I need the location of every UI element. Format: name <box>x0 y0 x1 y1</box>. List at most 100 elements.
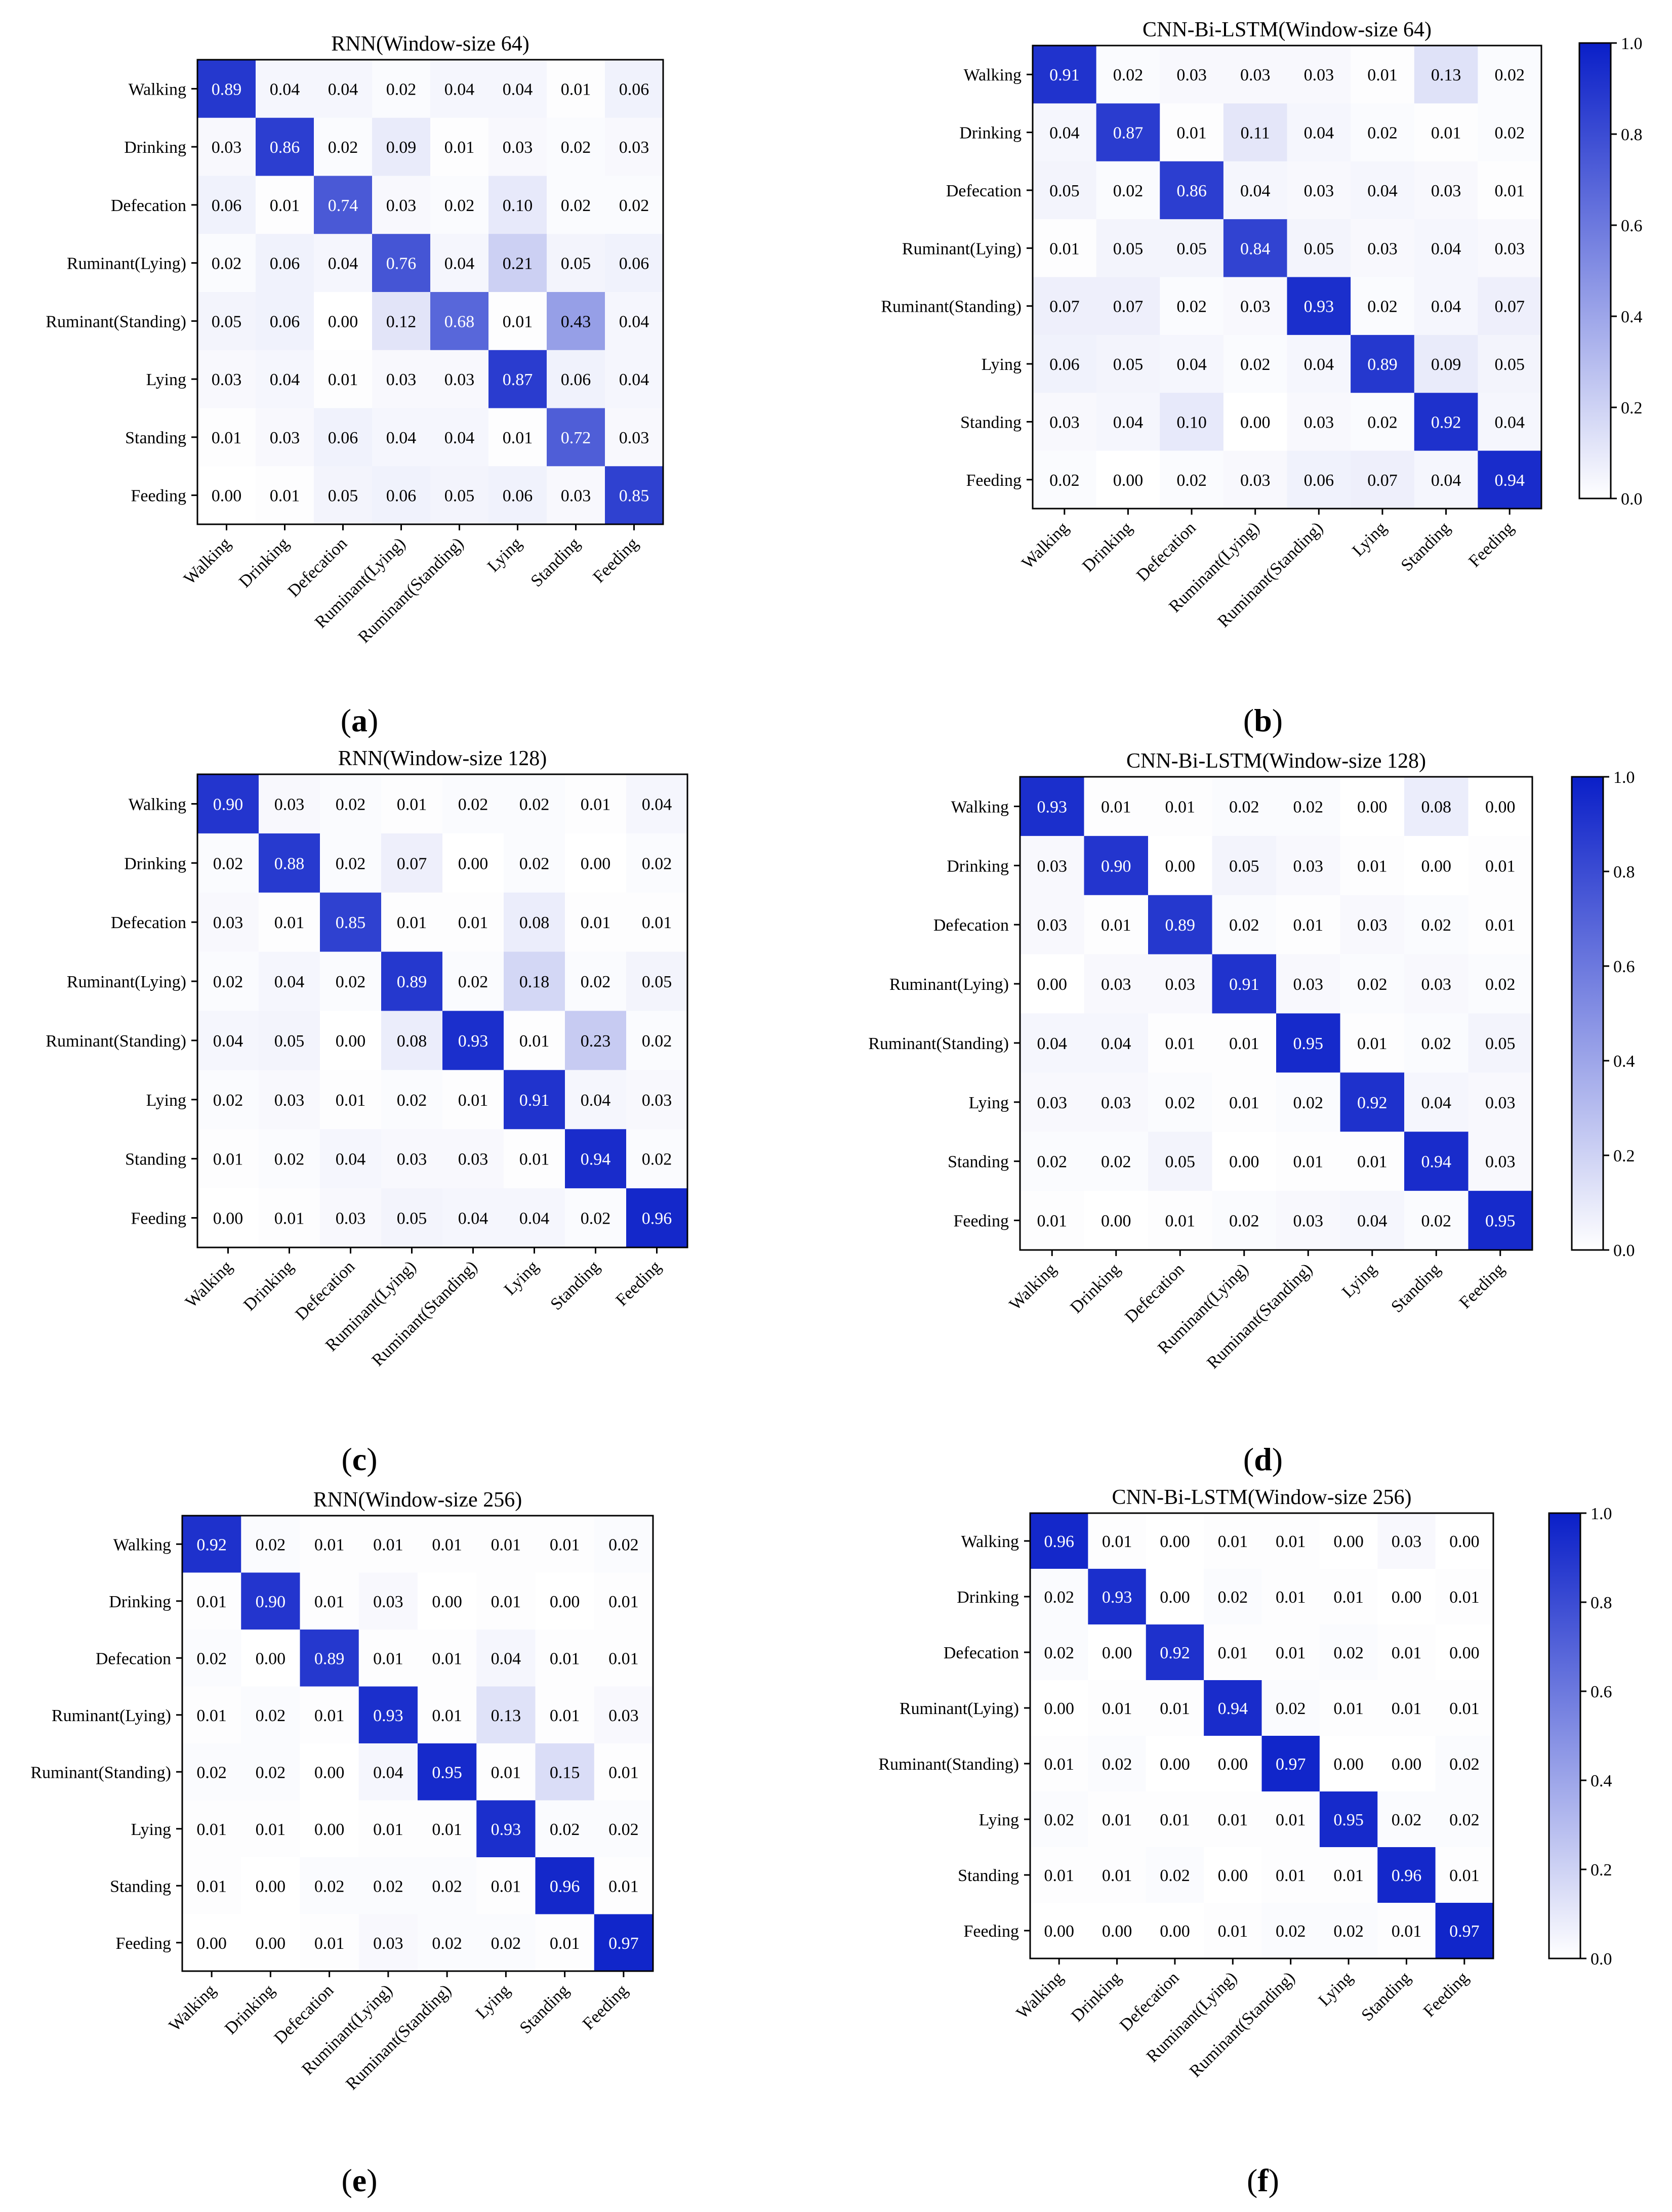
y-tick-label: Lying <box>146 370 186 389</box>
cell-value-label: 0.04 <box>1240 182 1271 200</box>
cell-value-label: 0.00 <box>458 854 488 873</box>
cell-value-label: 0.01 <box>314 1593 345 1611</box>
heatmap-cell <box>535 1516 595 1573</box>
cell-value-label: 0.01 <box>608 1763 639 1782</box>
heatmap-cell <box>1414 335 1478 393</box>
chart-title-f: CNN-Bi-LSTM(Window-size 256) <box>1112 1486 1411 1509</box>
cell-value-label: 0.02 <box>1449 1811 1480 1829</box>
cell-value-label: 0.93 <box>1102 1588 1132 1607</box>
heatmap-cell <box>241 1516 300 1573</box>
heatmap-frame <box>1032 45 1542 510</box>
y-tick-label: Walking <box>129 80 186 99</box>
heatmap-cell <box>358 1800 418 1858</box>
cell-value-label: 0.01 <box>1101 916 1131 935</box>
heatmap-cell <box>300 1572 359 1630</box>
heatmap-cell <box>1319 1513 1378 1569</box>
heatmap-cell <box>565 892 627 952</box>
y-tick-label: Ruminant(Lying) <box>900 1699 1019 1718</box>
heatmap-cell <box>535 1630 595 1687</box>
heatmap-cell <box>1212 1191 1277 1250</box>
cell-value-label: 0.02 <box>1276 1699 1306 1718</box>
heatmap-cell <box>1468 1013 1533 1073</box>
cell-value-label: 0.76 <box>386 255 417 273</box>
heatmap-cell <box>535 1800 595 1858</box>
heatmap-cell <box>358 1572 418 1630</box>
heatmap-cell <box>300 1630 359 1687</box>
cell-value-label: 0.01 <box>1276 1532 1306 1551</box>
heatmap-cell <box>256 117 314 176</box>
cell-value-label: 0.00 <box>550 1593 580 1611</box>
cell-value-label: 0.03 <box>1304 413 1334 432</box>
cell-value-label: 0.02 <box>1367 298 1398 316</box>
heatmap-cell <box>1261 1903 1320 1959</box>
cell-value-label: 0.01 <box>519 1032 550 1051</box>
cell-value-label: 0.03 <box>1485 1094 1516 1112</box>
cell-value-label: 0.05 <box>1304 239 1334 258</box>
cell-value-label: 0.04 <box>1176 355 1207 374</box>
cell-value-label: 0.89 <box>397 973 427 991</box>
cell-value-label: 0.04 <box>270 80 300 99</box>
cell-value-label: 0.91 <box>1229 975 1259 994</box>
cell-value-label: 0.23 <box>581 1032 611 1051</box>
cell-value-label: 0.02 <box>642 1032 672 1051</box>
cell-value-label: 0.02 <box>642 854 672 873</box>
cell-value-label: 0.00 <box>1113 471 1144 490</box>
colorbar-tick-label: 0.4 <box>1621 308 1643 326</box>
heatmap-cell <box>1261 1624 1320 1681</box>
cell-value-label: 0.02 <box>1494 124 1525 143</box>
heatmap-cell <box>1204 1791 1262 1848</box>
cell-value-label: 0.05 <box>1165 1153 1196 1172</box>
cell-value-label: 0.13 <box>1431 66 1461 85</box>
x-tick-label: Feeding <box>613 1257 665 1310</box>
cell-value-label: 0.00 <box>1421 857 1452 875</box>
x-tick-label: Feeding <box>579 1981 632 2033</box>
cell-value-label: 0.01 <box>432 1706 462 1725</box>
heatmap-cell <box>1287 219 1351 277</box>
heatmap-cell <box>430 292 489 351</box>
heatmap-cell <box>1340 1072 1405 1132</box>
cell-value-label: 0.93 <box>373 1706 403 1725</box>
heatmap-cell <box>1088 1569 1147 1625</box>
heatmap-cell <box>418 1914 477 1972</box>
y-tick-label: Defecation <box>111 196 186 215</box>
cell-value-label: 0.01 <box>1044 1866 1074 1885</box>
heatmap-cell <box>1223 393 1287 451</box>
cell-value-label: 0.00 <box>1044 1699 1074 1718</box>
heatmap-cell <box>605 408 664 467</box>
cell-value-label: 0.01 <box>1431 124 1461 143</box>
cell-value-label: 0.02 <box>336 973 366 991</box>
cell-value-label: 0.01 <box>503 312 533 331</box>
y-tick-label: Ruminant(Lying) <box>67 973 186 991</box>
heatmap-cell <box>1377 1624 1436 1681</box>
colorbar-b <box>1578 42 1612 499</box>
cell-value-label: 0.01 <box>1392 1644 1422 1662</box>
cell-value-label: 0.03 <box>1240 298 1271 316</box>
heatmap-cell <box>1414 277 1478 336</box>
cell-value-label: 0.00 <box>1392 1755 1422 1774</box>
cell-value-label: 0.01 <box>328 370 358 389</box>
cell-value-label: 0.05 <box>561 255 591 273</box>
cell-value-label: 0.03 <box>619 429 649 447</box>
heatmap-cell <box>1148 1072 1212 1132</box>
cell-value-label: 0.02 <box>1044 1811 1074 1829</box>
heatmap-cell <box>418 1800 477 1858</box>
cell-value-label: 0.01 <box>1333 1699 1364 1718</box>
heatmap-cell <box>1414 46 1478 104</box>
cell-value-label: 0.01 <box>1357 857 1388 875</box>
heatmap-cell <box>1084 777 1149 837</box>
cell-value-label: 0.03 <box>642 1091 672 1110</box>
heatmap-cell <box>1261 1847 1320 1903</box>
cell-value-label: 0.95 <box>1485 1212 1516 1231</box>
heatmap-cell <box>476 1743 536 1801</box>
cell-value-label: 0.04 <box>503 80 533 99</box>
heatmap-cell <box>358 1686 418 1744</box>
cell-value-label: 0.84 <box>1240 239 1271 258</box>
y-tick-label: Feeding <box>131 1209 186 1228</box>
cell-value-label: 0.01 <box>1101 798 1131 816</box>
heatmap-cell <box>442 833 504 893</box>
heatmap-cell <box>1351 219 1415 277</box>
cell-value-label: 0.02 <box>1421 916 1452 935</box>
colorbar-tick-label: 1.0 <box>1613 768 1635 787</box>
heatmap-cell <box>381 833 443 893</box>
heatmap-cell <box>547 234 605 293</box>
